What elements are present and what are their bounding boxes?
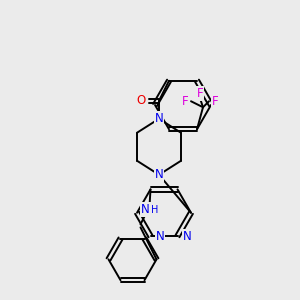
Text: O: O — [136, 94, 146, 107]
Text: N: N — [154, 168, 164, 181]
Text: F: F — [197, 87, 203, 100]
Text: H: H — [151, 206, 158, 215]
Text: N: N — [141, 203, 150, 216]
Text: F: F — [182, 95, 188, 108]
Text: N: N — [154, 112, 164, 125]
Text: N: N — [182, 230, 191, 243]
Text: F: F — [212, 95, 218, 108]
Text: N: N — [155, 230, 164, 243]
